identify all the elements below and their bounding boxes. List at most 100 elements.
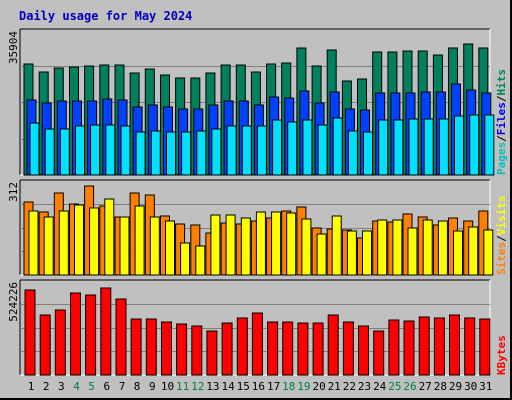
bar-hits-pages-day-4 — [75, 125, 85, 176]
bar-visits-sites-day-22 — [346, 230, 357, 276]
bar-visits-sites-day-19 — [301, 218, 312, 276]
bar-kbytes-kbytes-day-22 — [342, 321, 354, 376]
bar-hits-pages-day-31 — [484, 114, 495, 176]
x-tick-label-day-6: 6 — [103, 380, 110, 393]
x-tick-label-day-27: 27 — [419, 380, 432, 393]
bar-hits-pages-day-1 — [29, 122, 40, 176]
bar-visits-sites-day-9 — [149, 216, 160, 276]
x-tick-label-day-2: 2 — [43, 380, 50, 393]
x-tick-label-day-7: 7 — [119, 380, 126, 393]
bar-visits-sites-day-3 — [58, 210, 69, 276]
bar-visits-sites-day-18 — [286, 212, 297, 276]
bar-hits-pages-day-27 — [423, 118, 434, 176]
x-tick-label-day-5: 5 — [88, 380, 95, 393]
bar-visits-sites-day-5 — [89, 207, 100, 276]
bar-kbytes-kbytes-day-7 — [115, 298, 127, 376]
bar-hits-pages-day-10 — [166, 131, 176, 176]
bar-visits-sites-day-7 — [119, 216, 130, 276]
bar-hits-pages-day-7 — [120, 125, 131, 176]
bar-hits-pages-day-8 — [135, 131, 146, 176]
bar-visits-sites-day-11 — [180, 242, 191, 276]
x-tick-label-day-17: 17 — [267, 380, 280, 393]
bar-hits-pages-day-23 — [363, 131, 373, 176]
bar-hits-pages-day-28 — [438, 118, 449, 176]
legend-item-sites: Sites — [495, 242, 508, 275]
bar-hits-pages-day-18 — [287, 121, 298, 176]
x-tick-label-day-9: 9 — [149, 380, 156, 393]
bar-kbytes-kbytes-day-19 — [297, 322, 309, 376]
bar-kbytes-kbytes-day-11 — [176, 323, 188, 376]
x-tick-label-day-20: 20 — [312, 380, 325, 393]
bar-kbytes-kbytes-day-24 — [373, 330, 385, 376]
x-tick-label-day-10: 10 — [161, 380, 174, 393]
bar-hits-pages-day-20 — [317, 124, 328, 176]
x-tick-label-day-3: 3 — [58, 380, 65, 393]
bar-kbytes-kbytes-day-8 — [130, 318, 142, 376]
bar-visits-sites-day-26 — [407, 227, 418, 276]
bar-kbytes-kbytes-day-12 — [191, 325, 203, 376]
legend-item-kbytes: KBytes — [495, 335, 508, 375]
bar-hits-pages-day-6 — [105, 124, 116, 176]
bar-visits-sites-day-17 — [271, 211, 282, 276]
bar-visits-sites-day-29 — [453, 230, 463, 276]
bar-kbytes-kbytes-day-13 — [206, 330, 218, 376]
bar-hits-pages-day-24 — [378, 119, 389, 176]
bar-visits-sites-day-8 — [134, 205, 145, 276]
x-tick-label-day-15: 15 — [237, 380, 250, 393]
bar-kbytes-kbytes-day-18 — [282, 321, 294, 376]
bar-hits-pages-day-17 — [272, 119, 283, 176]
bar-visits-sites-day-23 — [362, 230, 372, 276]
x-tick-label-day-16: 16 — [252, 380, 265, 393]
x-tick-label-day-12: 12 — [191, 380, 204, 393]
x-tick-label-day-28: 28 — [434, 380, 447, 393]
bar-kbytes-kbytes-day-20 — [312, 322, 324, 376]
legend-separator: / — [495, 135, 508, 142]
bar-visits-sites-day-25 — [392, 219, 403, 276]
bar-hits-pages-day-2 — [44, 128, 55, 176]
bar-hits-pages-day-9 — [150, 130, 161, 176]
legend-item-hits: Hits — [495, 69, 508, 96]
bar-hits-pages-day-13 — [211, 128, 222, 176]
bar-kbytes-kbytes-day-9 — [145, 318, 157, 376]
x-tick-label-day-29: 29 — [449, 380, 462, 393]
bar-kbytes-kbytes-day-4 — [70, 292, 81, 376]
x-tick-label-day-14: 14 — [221, 380, 235, 393]
bar-visits-sites-day-28 — [437, 220, 448, 276]
x-tick-label-day-21: 21 — [328, 380, 341, 393]
x-tick-label-day-26: 26 — [403, 380, 416, 393]
bar-visits-sites-day-6 — [104, 198, 115, 276]
bar-visits-sites-day-1 — [28, 210, 39, 276]
bar-kbytes-kbytes-day-3 — [54, 309, 66, 376]
x-tick-label-day-11: 11 — [176, 380, 189, 393]
legend-kbytes: KBytes — [495, 335, 508, 375]
bar-kbytes-kbytes-day-30 — [464, 317, 476, 376]
bar-hits-pages-day-14 — [226, 125, 237, 176]
x-tick-label-day-18: 18 — [282, 380, 295, 393]
bar-visits-sites-day-16 — [255, 211, 266, 276]
bar-visits-sites-day-21 — [331, 215, 342, 276]
x-tick-label-day-30: 30 — [464, 380, 477, 393]
bar-visits-sites-day-4 — [74, 204, 84, 276]
bar-visits-sites-day-12 — [195, 245, 206, 276]
bar-visits-sites-day-27 — [422, 219, 433, 276]
bar-hits-pages-day-21 — [332, 117, 343, 176]
legend-item-pages: Pages — [495, 142, 508, 175]
bar-kbytes-kbytes-day-29 — [449, 314, 460, 376]
x-tick-label-day-24: 24 — [373, 380, 387, 393]
bar-visits-sites-day-2 — [43, 216, 54, 276]
bar-kbytes-kbytes-day-28 — [433, 317, 445, 376]
bar-kbytes-kbytes-day-16 — [251, 312, 263, 376]
legend-item-visits: Visits — [495, 196, 508, 236]
x-tick-label-day-19: 19 — [297, 380, 310, 393]
x-tick-label-day-23: 23 — [358, 380, 371, 393]
bar-visits-sites-day-13 — [210, 214, 221, 276]
bar-visits-sites-day-24 — [377, 219, 388, 276]
bar-kbytes-kbytes-day-5 — [85, 294, 97, 376]
bar-hits-pages-day-22 — [347, 130, 358, 176]
bar-hits-pages-day-25 — [393, 119, 404, 176]
bar-kbytes-kbytes-day-6 — [100, 287, 112, 376]
bar-hits-pages-day-19 — [302, 119, 313, 176]
bar-kbytes-kbytes-day-17 — [267, 321, 279, 376]
bar-hits-pages-day-16 — [256, 125, 267, 176]
